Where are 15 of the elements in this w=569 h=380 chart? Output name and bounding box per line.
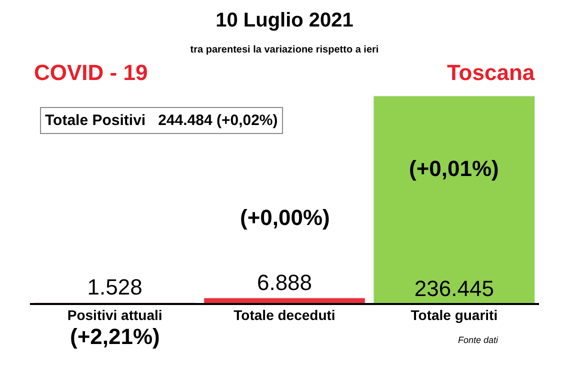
annotation: Totale Positivi 244.484 (+0,02%) (45, 112, 278, 129)
data-label: 6.888 (256, 270, 312, 295)
x-tick-label: Positivi attuali (67, 307, 162, 323)
text: Toscana (447, 60, 536, 85)
annotation: (+0,00%) (240, 205, 330, 230)
chart-title: 10 Luglio 2021 (216, 10, 354, 32)
x-tick-label: Totale guariti (410, 307, 498, 323)
chart-subtitle: tra parentesi la variazione rispetto a ieri (190, 44, 379, 56)
source-note: Fonte dati (458, 335, 500, 345)
data-label: 236.445 (414, 276, 494, 301)
annotation: (+0,01%) (409, 156, 499, 181)
data-label: 1.528 (87, 274, 142, 300)
text: COVID - 19 (34, 60, 148, 85)
text: (+2,21%) (70, 324, 160, 349)
x-tick-label: Totale deceduti (234, 307, 336, 323)
